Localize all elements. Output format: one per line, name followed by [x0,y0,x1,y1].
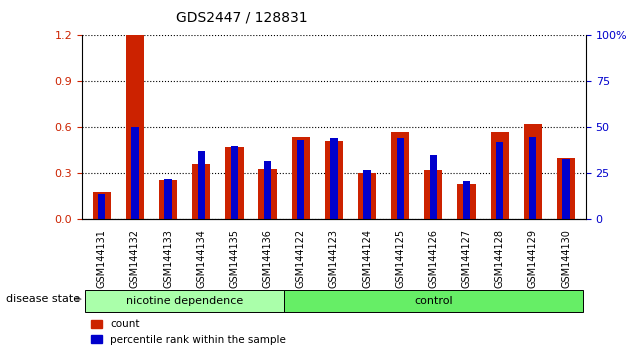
Bar [424,170,442,219]
Bar [463,181,470,219]
Bar [391,132,410,219]
Bar [529,137,537,219]
Bar [364,170,370,219]
Text: disease state: disease state [6,294,81,304]
Bar [430,155,437,219]
Bar [563,159,570,219]
Bar [164,179,172,219]
Bar [330,138,338,219]
Bar [524,124,542,219]
Bar [325,141,343,219]
Bar [258,169,277,219]
Bar [126,35,144,219]
Bar [358,173,376,219]
Text: control: control [414,296,453,306]
Bar [198,152,205,219]
Bar [292,137,310,219]
Bar [264,161,272,219]
Legend: count, percentile rank within the sample: count, percentile rank within the sample [87,315,290,349]
Bar [284,290,583,312]
Bar [297,140,304,219]
Bar [192,164,210,219]
Text: GDS2447 / 128831: GDS2447 / 128831 [176,11,308,25]
Bar [85,290,284,312]
Bar [457,184,476,219]
Bar [131,127,139,219]
Bar [231,146,238,219]
Text: nicotine dependence: nicotine dependence [126,296,243,306]
Bar [98,194,105,219]
Bar [396,138,404,219]
Bar [226,147,244,219]
Bar [159,179,177,219]
Bar [496,142,503,219]
Bar [557,158,575,219]
Bar [93,192,111,219]
Bar [491,132,509,219]
